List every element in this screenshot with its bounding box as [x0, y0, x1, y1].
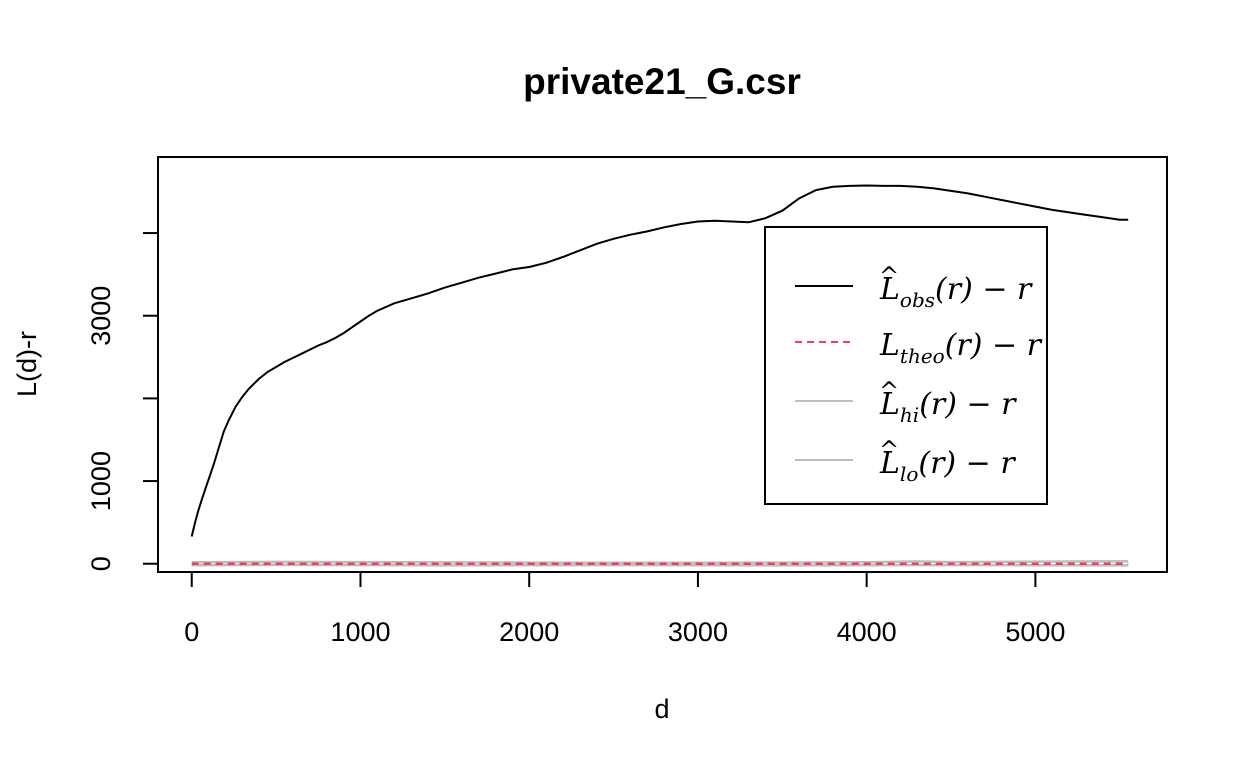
legend-box: [764, 226, 1048, 505]
x-tick-label: 3000: [668, 617, 728, 647]
x-tick-label: 1000: [330, 617, 390, 647]
series-line-lo: [191, 563, 1129, 567]
legend-hat: ^: [879, 436, 899, 464]
y-tick-label: 0: [86, 556, 116, 571]
y-axis: 0 1000 3000: [86, 232, 159, 571]
legend-label-lo: Llo(r) − r: [879, 446, 1016, 486]
x-axis-label: d: [654, 694, 669, 724]
legend-label-hi: Lhi(r) − r: [879, 387, 1017, 427]
series-layer: [190, 184, 1129, 567]
chart-title: private21_G.csr: [523, 61, 801, 102]
legend-hat: ^: [879, 262, 899, 290]
x-tick-label: 0: [184, 617, 199, 647]
x-tick-label: 4000: [837, 617, 897, 647]
series-line-obs: [190, 184, 1129, 537]
x-tick-label: 5000: [1005, 617, 1065, 647]
x-tick-label: 2000: [499, 617, 559, 647]
legend-hat: ^: [879, 377, 899, 405]
x-axis: 0 1000 2000 3000 4000 5000: [184, 571, 1065, 647]
y-axis-label: L(d)-r: [12, 331, 42, 397]
legend-label-theo: Ltheo(r) − r: [879, 328, 1043, 368]
y-tick-label: 1000: [86, 451, 116, 511]
legend-label-obs: Lobs(r) − r: [879, 272, 1033, 312]
y-tick-label: 3000: [86, 286, 116, 346]
